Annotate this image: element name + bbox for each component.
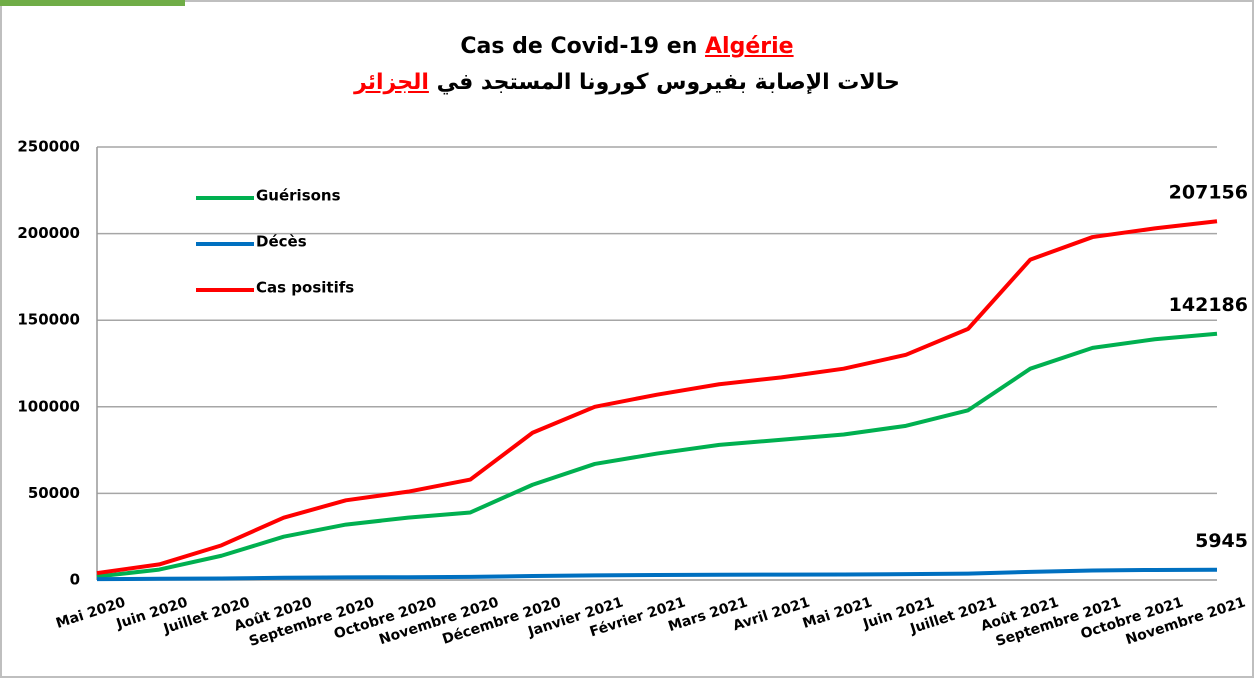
y-tick-label: 250000 <box>17 138 80 156</box>
y-tick-label: 200000 <box>17 224 80 242</box>
series-line <box>96 331 1218 579</box>
subtitle-text: حالات الإصابة بفيروس كورونا المستجد في <box>436 70 900 95</box>
data-label: 207156 <box>1169 182 1248 204</box>
y-tick-label: 50000 <box>28 484 80 502</box>
legend-label: Guérisons <box>256 187 341 205</box>
series-line <box>96 219 1218 576</box>
legend-label: Cas positifs <box>256 279 354 297</box>
y-tick-label: 100000 <box>17 397 80 415</box>
series-line <box>96 567 1218 582</box>
y-tick-label: 0 <box>70 571 80 589</box>
chart-title: Cas de Covid-19 en Algérie <box>0 34 1254 59</box>
subtitle-highlight: الجزائر <box>354 70 429 95</box>
legend-label: Décès <box>256 233 307 251</box>
data-label: 5945 <box>1195 530 1248 552</box>
tab <box>0 0 185 6</box>
title-highlight: Algérie <box>705 34 794 59</box>
title-text: Cas de Covid-19 en <box>460 34 698 59</box>
data-label: 142186 <box>1169 294 1248 316</box>
chart-subtitle: حالات الإصابة بفيروس كورونا المستجد في ا… <box>0 70 1254 95</box>
y-tick-label: 150000 <box>17 311 80 329</box>
x-tick-label: Mai 2021 <box>801 594 874 631</box>
